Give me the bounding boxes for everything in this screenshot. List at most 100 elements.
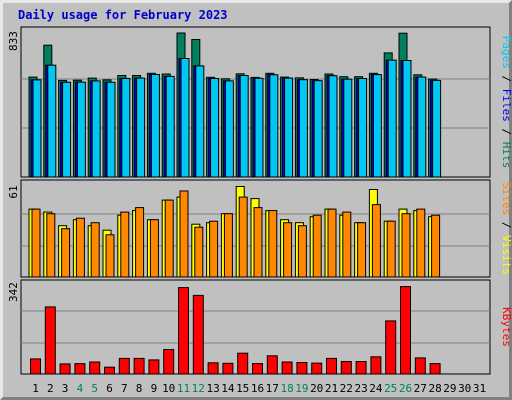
sites-bar [223, 213, 233, 278]
x-tick-label: 2 [47, 382, 54, 395]
pages-bar [136, 77, 146, 178]
sites-bar [357, 222, 367, 278]
pages-bar [432, 79, 442, 178]
sites-bar [164, 199, 174, 278]
x-tick-label: 9 [151, 382, 158, 395]
kbytes-bar [414, 357, 426, 375]
x-tick-label: 14 [221, 382, 235, 395]
kbytes-bar [311, 362, 323, 375]
pages-bar [91, 80, 101, 178]
pages-bar [402, 60, 412, 178]
sites-bar [179, 190, 189, 278]
legend-segment: / [500, 69, 512, 89]
sites-bar [327, 208, 337, 278]
kbytes-bar [385, 320, 397, 375]
x-tick-label: 30 [458, 382, 471, 395]
kbytes-bar [296, 362, 308, 375]
panel-1-legend: Pages / Files / Hits [500, 36, 512, 169]
x-tick-label: 26 [399, 382, 412, 395]
kbytes-bar [326, 357, 337, 375]
legend-segment: Hits [500, 142, 512, 169]
x-tick-label: 21 [325, 382, 338, 395]
sites-bar [135, 207, 145, 278]
x-tick-label: 10 [162, 382, 175, 395]
x-tick-label: 12 [192, 382, 205, 395]
x-tick-label: 5 [91, 382, 98, 395]
sites-bar [149, 219, 159, 278]
x-tick-label: 13 [206, 382, 219, 395]
kbytes-bar [207, 362, 219, 375]
pages-bar [239, 75, 249, 178]
x-tick-label: 23 [354, 382, 367, 395]
pages-bar [417, 76, 427, 178]
sites-bar [61, 228, 71, 278]
pages-bar [298, 79, 308, 178]
pages-bar [165, 75, 175, 178]
sites-bar [120, 211, 130, 278]
chart-title: Daily usage for February 2023 [18, 8, 228, 22]
sites-bar [431, 214, 441, 278]
sites-bar [194, 226, 204, 278]
sites-bar [90, 222, 100, 278]
pages-bar [32, 79, 42, 178]
pages-bar [387, 59, 397, 178]
pages-bar [210, 78, 220, 178]
x-tick-label: 25 [384, 382, 397, 395]
kbytes-bar [252, 363, 263, 375]
legend-segment: / [500, 215, 512, 235]
kbytes-bar [104, 366, 115, 375]
pages-bar [76, 81, 86, 178]
sites-bar [312, 214, 322, 278]
kbytes-bar [118, 357, 130, 375]
kbytes-bar [89, 361, 101, 375]
pages-bar [150, 74, 160, 178]
kbytes-bar [178, 287, 189, 375]
pages-bar [224, 80, 234, 178]
x-tick-label: 22 [340, 382, 353, 395]
x-tick-label: 1 [32, 382, 39, 395]
legend-segment: Files [500, 89, 512, 122]
x-tick-label: 4 [77, 382, 84, 395]
x-tick-label: 17 [266, 382, 279, 395]
pages-bar [121, 78, 131, 178]
kbytes-bar [74, 363, 86, 375]
sites-bar [401, 213, 411, 278]
x-tick-label: 20 [310, 382, 323, 395]
kbytes-bar [370, 356, 382, 375]
pages-bar [328, 75, 338, 178]
sites-bar [386, 220, 396, 278]
pages-bar [372, 74, 382, 178]
kbytes-bar [59, 363, 71, 375]
sites-bar [268, 210, 278, 278]
sites-bar [283, 222, 293, 278]
pages-bar [284, 77, 294, 178]
x-tick-label: 16 [251, 382, 264, 395]
sites-bar [46, 213, 56, 278]
kbytes-bar [192, 294, 204, 375]
legend-segment: / [500, 122, 512, 142]
sites-bar [238, 196, 248, 278]
sites-bar [416, 208, 426, 278]
kbytes-bar [148, 359, 160, 375]
kbytes-bar [340, 361, 352, 375]
kbytes-bar [400, 286, 411, 375]
x-tick-label: 8 [136, 382, 143, 395]
x-tick-label: 11 [177, 382, 190, 395]
x-tick-label: 15 [236, 382, 249, 395]
pages-bar [195, 65, 205, 178]
pages-bar [343, 78, 353, 178]
x-tick-label: 3 [62, 382, 69, 395]
kbytes-bar [429, 363, 441, 375]
x-tick-label: 18 [280, 382, 293, 395]
kbytes-bar [266, 355, 278, 375]
panel-3-ymax-label: 342 [7, 282, 20, 302]
legend-segment: Sites [500, 182, 512, 215]
sites-bar [209, 220, 219, 278]
kbytes-bar [281, 361, 293, 375]
pages-bar [358, 78, 368, 178]
panel-2-ymax-label: 61 [7, 185, 20, 198]
pages-bar [254, 77, 264, 178]
x-tick-label: 19 [295, 382, 308, 395]
sites-bar [371, 204, 381, 278]
